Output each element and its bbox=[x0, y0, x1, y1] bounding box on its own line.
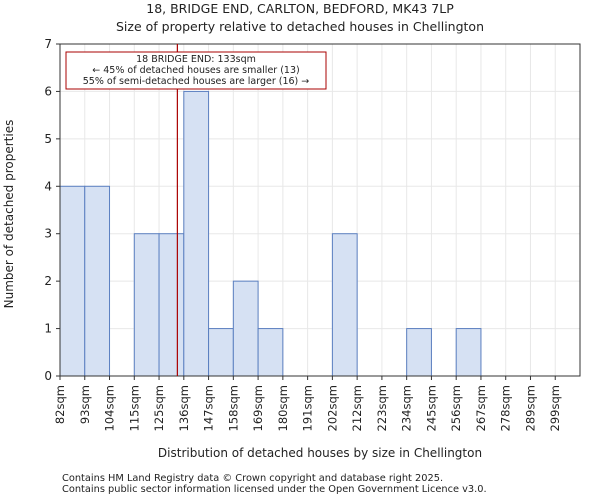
bar bbox=[331, 233, 358, 377]
bar bbox=[232, 280, 259, 377]
y-tick-label: 2 bbox=[44, 274, 52, 288]
y-tick-label: 4 bbox=[44, 179, 52, 193]
annotation-line-1: 18 BRIDGE END: 133sqm bbox=[136, 54, 256, 65]
x-tick-label: 115sqm bbox=[127, 385, 141, 431]
footer-copyright: Contains HM Land Registry data © Crown c… bbox=[62, 473, 444, 484]
x-tick-label: 158sqm bbox=[226, 385, 240, 431]
footer-licence: Contains public sector information licen… bbox=[62, 484, 487, 495]
x-tick-label: 136sqm bbox=[177, 385, 191, 431]
chart-subtitle: Size of property relative to detached ho… bbox=[116, 19, 484, 34]
y-tick-label: 3 bbox=[44, 227, 52, 241]
bar bbox=[183, 90, 210, 377]
y-tick-label: 0 bbox=[44, 369, 52, 383]
annotation-line-2: ← 45% of detached houses are smaller (13… bbox=[92, 65, 299, 76]
x-tick-label: 289sqm bbox=[523, 385, 537, 431]
bar bbox=[84, 185, 111, 377]
x-tick-label: 267sqm bbox=[474, 385, 488, 431]
bar bbox=[133, 233, 160, 377]
y-tick-label: 7 bbox=[44, 37, 52, 51]
bar bbox=[59, 185, 86, 377]
x-tick-label: 104sqm bbox=[103, 385, 117, 431]
x-tick-label: 147sqm bbox=[202, 385, 216, 431]
x-tick-label: 256sqm bbox=[449, 385, 463, 431]
x-tick-label: 180sqm bbox=[276, 385, 290, 431]
x-tick-label: 82sqm bbox=[53, 385, 67, 424]
x-tick-label: 125sqm bbox=[152, 385, 166, 431]
x-tick-label: 234sqm bbox=[400, 385, 414, 431]
bar bbox=[406, 328, 432, 377]
x-tick-label: 278sqm bbox=[499, 385, 513, 431]
y-axis-label: Number of detached properties bbox=[2, 120, 16, 309]
x-tick-label: 299sqm bbox=[548, 385, 562, 431]
bar bbox=[455, 328, 482, 377]
y-tick-label: 6 bbox=[44, 84, 52, 98]
chart-title: 18, BRIDGE END, CARLTON, BEDFORD, MK43 7… bbox=[146, 1, 454, 16]
annotation-box: 18 BRIDGE END: 133sqm ← 45% of detached … bbox=[65, 51, 327, 90]
x-tick-label: 202sqm bbox=[325, 385, 339, 431]
annotation-border bbox=[65, 51, 327, 90]
y-tick-label: 5 bbox=[44, 132, 52, 146]
bar bbox=[158, 233, 185, 377]
x-tick-label: 212sqm bbox=[350, 385, 364, 431]
x-tick-label: 191sqm bbox=[301, 385, 315, 431]
bar bbox=[257, 328, 284, 377]
plot-frame bbox=[59, 43, 581, 377]
x-tick-label: 93sqm bbox=[78, 385, 92, 424]
x-tick-label: 223sqm bbox=[375, 385, 389, 431]
x-axis-label: Distribution of detached houses by size … bbox=[158, 446, 482, 460]
x-tick-label: 245sqm bbox=[424, 385, 438, 431]
bar bbox=[208, 328, 234, 377]
x-tick-label: 169sqm bbox=[251, 385, 265, 431]
bars-layer bbox=[59, 90, 482, 377]
axis-layer: 0 1 2 3 4 5 6 7 82sqm 93sqm 104sqm 115sqm 125sqm 136s… bbox=[44, 37, 562, 431]
y-tick-label: 1 bbox=[44, 322, 52, 336]
annotation-line-3: 55% of semi-detached houses are larger (… bbox=[83, 76, 310, 87]
